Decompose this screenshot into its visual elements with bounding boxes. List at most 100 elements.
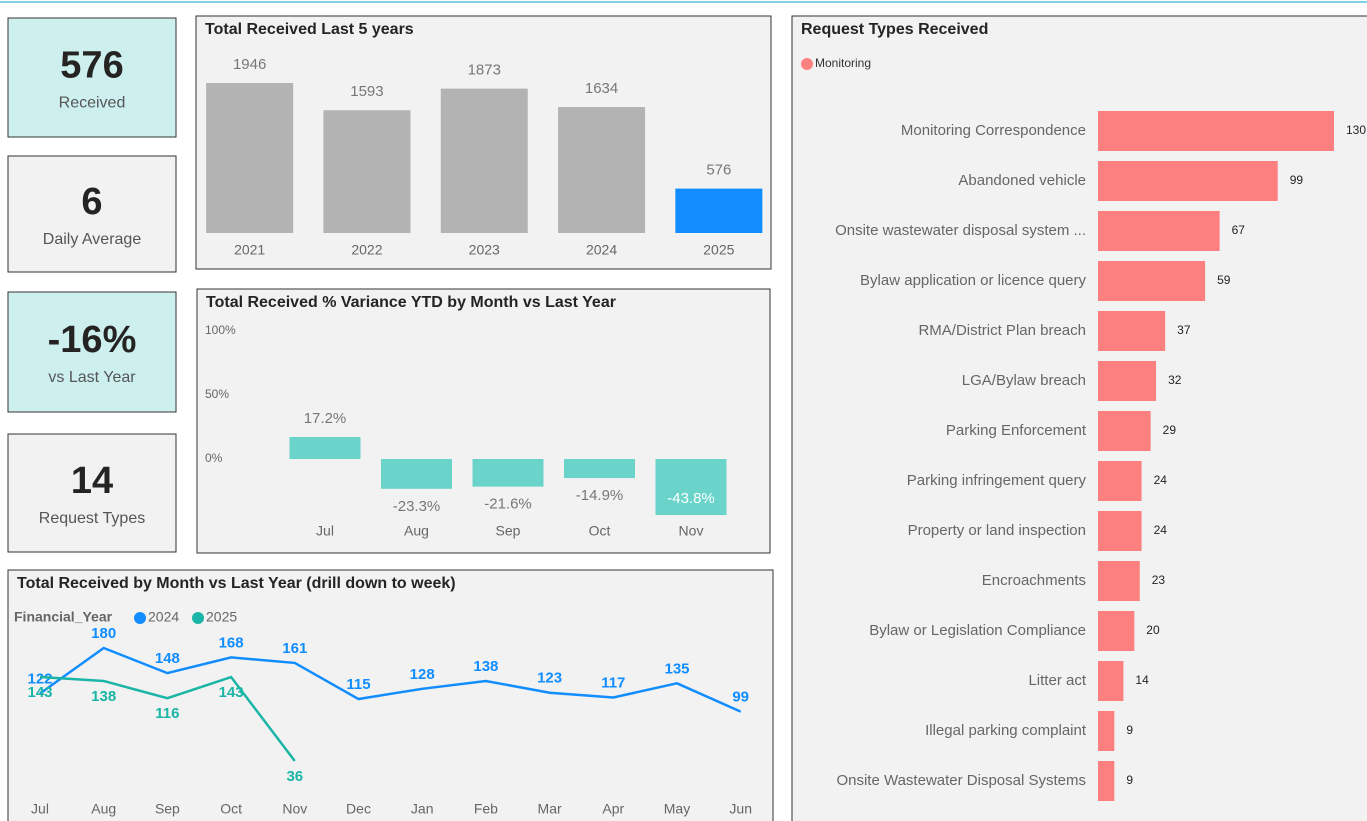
category-label: Parking Enforcement (946, 422, 1087, 439)
category-label: Parking infringement query (907, 472, 1087, 489)
category-label: Encroachments (982, 572, 1086, 589)
bar (206, 83, 294, 233)
kpi-value: -16% (48, 319, 137, 361)
x-tick-label: Jul (316, 523, 334, 539)
data-label: 161 (282, 640, 307, 657)
data-label: 130 (1346, 123, 1366, 137)
data-label: 1873 (468, 62, 501, 79)
bar (558, 107, 646, 233)
chart-title: Total Received % Variance YTD by Month v… (206, 294, 616, 311)
panel (7, 433, 177, 553)
x-tick-label: 2023 (469, 242, 500, 258)
x-tick-label: Sep (155, 801, 180, 817)
category-label: Onsite wastewater disposal system ... (835, 222, 1086, 239)
category-label: Property or land inspection (908, 522, 1086, 539)
bar (1098, 511, 1142, 551)
bar (1098, 161, 1278, 201)
data-label: 135 (664, 660, 689, 677)
bar (1098, 211, 1220, 251)
data-label: 116 (155, 705, 179, 722)
x-tick-label: 2024 (586, 242, 617, 258)
bar (440, 88, 528, 234)
category-label: Bylaw or Legislation Compliance (869, 622, 1086, 639)
bar (1098, 361, 1157, 401)
category-label: Bylaw application or licence query (860, 272, 1086, 289)
x-tick-label: 2025 (703, 242, 734, 258)
data-label: 14 (1135, 673, 1149, 687)
x-tick-label: Apr (602, 801, 624, 817)
bar (472, 459, 544, 487)
x-tick-label: Jan (411, 801, 434, 817)
bar (1098, 761, 1115, 801)
data-label: 576 (706, 162, 731, 179)
data-label: 168 (219, 634, 244, 651)
data-label: 143 (27, 684, 52, 701)
data-label: 9 (1126, 773, 1133, 787)
data-label: 32 (1168, 373, 1182, 387)
data-label: 99 (732, 689, 749, 706)
x-tick-label: 2021 (234, 242, 265, 258)
x-tick-label: Oct (589, 523, 611, 539)
kpi-label: vs Last Year (48, 369, 136, 386)
kpi-value: 6 (81, 181, 102, 223)
panel (7, 17, 177, 138)
x-tick-label: Feb (474, 801, 498, 817)
x-tick-label: Dec (346, 801, 371, 817)
series-line (39, 646, 742, 713)
legend-swatch (192, 612, 204, 624)
data-label: 24 (1154, 473, 1168, 487)
data-label: 24 (1154, 523, 1168, 537)
series-line (39, 675, 296, 762)
kpi-label: Request Types (39, 510, 145, 527)
data-label: 59 (1217, 273, 1231, 287)
panel (7, 569, 774, 821)
bar (655, 459, 727, 516)
chart-title: Total Received by Month vs Last Year (dr… (17, 575, 456, 592)
bar (1098, 111, 1334, 151)
x-tick-label: Nov (282, 801, 307, 817)
data-label: -43.8% (667, 490, 715, 507)
data-label: -14.9% (576, 487, 624, 504)
data-label: 117 (601, 674, 625, 691)
bar (381, 459, 452, 489)
data-label: 138 (91, 688, 116, 705)
category-label: Litter act (1028, 672, 1086, 689)
x-tick-label: Jul (31, 801, 49, 817)
data-label: 128 (410, 666, 435, 683)
data-label: 148 (155, 650, 180, 667)
kpi-value: 14 (71, 460, 113, 502)
legend-swatch (801, 58, 813, 70)
x-tick-label: Jun (729, 801, 752, 817)
bar (1098, 661, 1124, 701)
data-label: 36 (286, 768, 303, 785)
data-label: -23.3% (393, 498, 441, 515)
kpi-value: 576 (60, 45, 123, 87)
x-tick-label: Oct (220, 801, 242, 817)
chart-title: Total Received Last 5 years (205, 21, 414, 38)
panel (7, 291, 177, 413)
bar (1098, 261, 1206, 301)
category-label: Illegal parking complaint (925, 722, 1087, 739)
data-label: 1593 (350, 83, 383, 100)
data-label: 67 (1232, 223, 1246, 237)
x-tick-label: May (664, 801, 690, 817)
category-label: Abandoned vehicle (958, 172, 1086, 189)
bar (1098, 561, 1140, 601)
legend-label: Monitoring (815, 56, 871, 70)
category-label: Monitoring Correspondence (901, 122, 1086, 139)
category-label: LGA/Bylaw breach (962, 372, 1086, 389)
bar (1098, 411, 1151, 451)
bar (1098, 311, 1166, 351)
data-label: 1634 (585, 80, 618, 97)
y-tick-label: 0% (205, 451, 223, 465)
y-tick-label: 50% (205, 387, 229, 401)
data-label: 115 (346, 676, 370, 693)
bar (1098, 611, 1135, 651)
y-tick-label: 100% (205, 323, 236, 337)
data-label: 20 (1146, 623, 1160, 637)
bar (1098, 461, 1142, 501)
data-label: 1946 (233, 56, 266, 73)
kpi-label: Daily Average (43, 231, 142, 248)
